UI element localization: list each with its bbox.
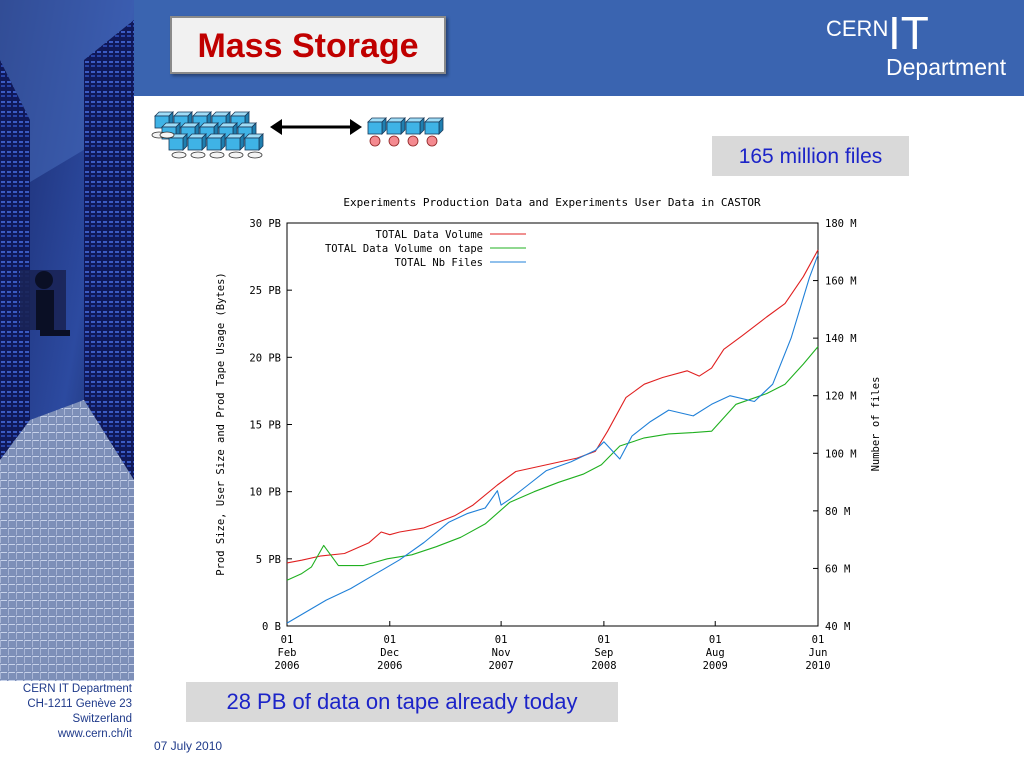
title-box: Mass Storage (170, 16, 446, 74)
x-tick-label: 01 (812, 634, 825, 646)
logo-department-text: Department (886, 54, 1007, 80)
x-tick-label: Jun (809, 647, 828, 659)
y-left-tick-label: 0 B (262, 621, 281, 633)
x-tick-label: 2006 (274, 660, 299, 672)
x-tick-label: 2009 (703, 660, 728, 672)
castor-usage-chart: Experiments Production Data and Experime… (215, 196, 882, 672)
y-left-tick-label: 10 PB (249, 487, 281, 499)
series-line-total-data-volume-on-tape (286, 346, 819, 581)
y-right-tick-label: 180 M (825, 218, 857, 230)
x-tick-label: 01 (495, 634, 508, 646)
series-line-total-nb-files (286, 254, 819, 624)
x-tick-label: Dec (380, 647, 399, 659)
slide-date: 07 July 2010 (154, 739, 223, 753)
plot-area (286, 222, 819, 627)
legend-label: TOTAL Data Volume (376, 229, 483, 241)
data-center-photo (0, 0, 134, 768)
footer-department: CERN IT Department (22, 683, 132, 695)
cern-it-logo: CERN IT Department (826, 7, 1021, 88)
y-left-tick-label: 20 PB (249, 352, 281, 364)
y-left-tick-label: 5 PB (256, 554, 281, 566)
y-right-tick-label: 120 M (825, 391, 857, 403)
tape-volume-callout: 28 PB of data on tape already today (186, 682, 618, 722)
x-tick-label: 01 (281, 634, 294, 646)
footer-address: CERN IT Department CH-1211 Genève 23 Swi… (0, 681, 134, 768)
y-right-tick-label: 40 M (825, 621, 850, 633)
x-tick-label: 01 (383, 634, 396, 646)
y-right-tick-label: 80 M (825, 506, 850, 518)
chart-title: Experiments Production Data and Experime… (343, 196, 761, 209)
x-tick-label: Nov (492, 647, 511, 659)
footer-country: Switzerland (72, 713, 132, 725)
storage-illustration (151, 111, 444, 159)
disk-server-cluster-icon (151, 111, 264, 159)
x-tick-label: 2008 (591, 660, 616, 672)
x-tick-label: Feb (278, 647, 297, 659)
x-tick-label: 2007 (488, 660, 513, 672)
x-tick-label: Aug (706, 647, 725, 659)
x-tick-label: 01 (598, 634, 611, 646)
tape-drive-icon (367, 117, 444, 147)
y-right-tick-label: 100 M (825, 448, 857, 460)
x-tick-label: 2006 (377, 660, 402, 672)
x-tick-label: Sep (594, 647, 613, 659)
footer-url[interactable]: www.cern.ch/it (57, 728, 132, 740)
y-left-tick-label: 15 PB (249, 420, 281, 432)
y-left-tick-label: 25 PB (249, 285, 281, 297)
y-right-tick-label: 160 M (825, 276, 857, 288)
slide-title: Mass Storage (197, 27, 419, 65)
double-arrow-icon (270, 119, 362, 135)
y-axis-right-label: Number of files (870, 377, 882, 472)
y-right-tick-label: 140 M (825, 333, 857, 345)
chart-legend: TOTAL Data Volume TOTAL Data Volume on ta… (325, 229, 526, 269)
sidebar-photo (0, 0, 134, 768)
legend-label: TOTAL Nb Files (394, 257, 483, 269)
y-left-tick-label: 30 PB (249, 218, 281, 230)
logo-cern-text: CERN (826, 16, 889, 41)
file-count-callout: 165 million files (712, 136, 909, 176)
footer-postal: CH-1211 Genève 23 (27, 698, 132, 710)
x-tick-label: 2010 (805, 660, 830, 672)
x-tick-label: 01 (709, 634, 722, 646)
legend-label: TOTAL Data Volume on tape (325, 243, 483, 255)
y-axis-left-label: Prod Size, User Size and Prod Tape Usage… (215, 272, 227, 575)
series-line-total-data-volume (286, 249, 819, 564)
y-right-tick-label: 60 M (825, 563, 850, 575)
logo-it-text: IT (888, 7, 929, 59)
